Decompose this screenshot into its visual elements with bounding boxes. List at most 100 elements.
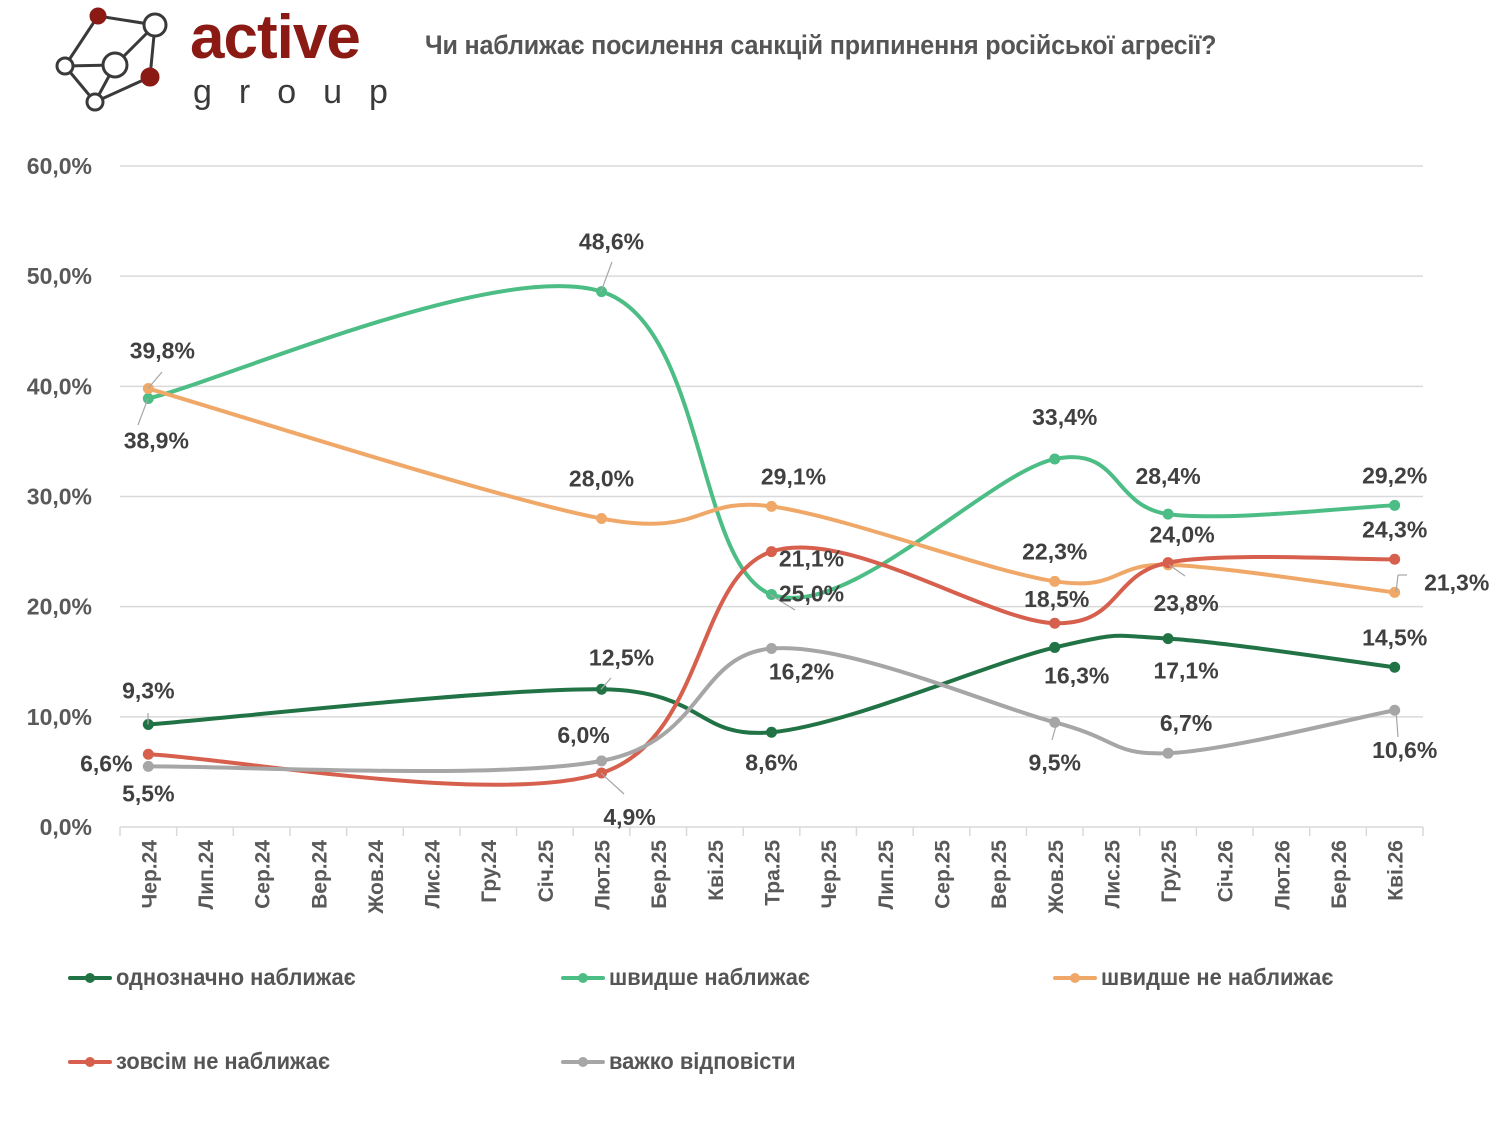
legend-label: однозначно наближає: [116, 964, 356, 990]
y-tick-label: 20,0%: [27, 594, 92, 620]
legend-label: важко відповісти: [609, 1048, 796, 1074]
data-label: 33,4%: [1032, 404, 1097, 430]
active-group-logo: active group: [55, 5, 400, 112]
data-label: 10,6%: [1372, 737, 1437, 763]
data-point-series-4[interactable]: [1049, 716, 1061, 728]
legend-item-definitely-approaches[interactable]: однозначно наближає: [68, 964, 368, 991]
y-tick-label: 60,0%: [27, 153, 92, 179]
logo-brand-sub: group: [193, 73, 400, 111]
data-label: 9,5%: [1029, 749, 1081, 775]
series-lines: [142, 284, 1401, 787]
data-label: 39,8%: [130, 338, 195, 364]
legend-label: швидше не наближає: [1101, 964, 1334, 990]
data-label: 5,5%: [122, 780, 174, 806]
data-label: 21,1%: [779, 546, 844, 572]
legend-line-marker-icon: [561, 968, 605, 988]
label-leader-line: [1395, 710, 1399, 738]
x-tick-label: Лют.26: [1271, 840, 1294, 910]
data-point-series-3[interactable]: [1389, 553, 1401, 565]
x-axis: Чер.24 Лип.24 Сер.24 Вер.24 Жов.24 Лис.24 Гру.…: [119, 826, 1424, 915]
label-leader-line: [769, 594, 796, 611]
data-label: 28,0%: [569, 466, 634, 492]
legend-item-not-at-all[interactable]: зовсім не наближає: [68, 1048, 341, 1075]
x-tick-label: Вер.25: [988, 840, 1011, 909]
x-tick-label: Бер.25: [648, 840, 671, 909]
label-leader-line: [1395, 574, 1399, 593]
data-label: 9,3%: [122, 678, 174, 704]
data-point-series-4[interactable]: [1389, 704, 1401, 716]
data-point-series-0[interactable]: [766, 726, 777, 738]
data-label: 38,9%: [124, 427, 189, 453]
x-tick-label: Лют.25: [592, 840, 615, 910]
data-label: 16,2%: [769, 659, 834, 685]
data-point-series-3[interactable]: [142, 748, 154, 760]
legend-label: зовсім не наближає: [116, 1048, 331, 1074]
data-point-series-0[interactable]: [1389, 661, 1401, 673]
x-tick-label: Лис.24: [422, 840, 445, 909]
x-tick-label: Сер.24: [252, 840, 275, 909]
series-line-2: [146, 386, 1397, 595]
data-point-series-2[interactable]: [766, 500, 777, 512]
y-tick-label: 40,0%: [27, 373, 92, 399]
data-point-series-4[interactable]: [142, 760, 154, 772]
x-tick-label: Кві.26: [1385, 840, 1408, 901]
x-tick-label: Жов.25: [1045, 840, 1068, 915]
data-label: 18,5%: [1024, 586, 1089, 612]
data-label: 25,0%: [779, 581, 844, 607]
x-tick-label: Лис.25: [1101, 840, 1124, 909]
data-label: 24,0%: [1149, 522, 1214, 548]
data-point-series-2[interactable]: [1389, 586, 1401, 598]
data-label: 12,5%: [589, 644, 654, 670]
series-line-0: [146, 633, 1397, 735]
data-label: 6,6%: [80, 750, 132, 776]
y-tick-label: 10,0%: [27, 704, 92, 730]
y-axis-ticks: 0,0% 10,0% 20,0% 30,0% 40,0% 50,0% 60,0%: [27, 153, 92, 840]
label-leader-line: [1168, 564, 1186, 577]
data-point-series-4[interactable]: [1162, 747, 1174, 759]
legend-line-marker-icon: [561, 1052, 605, 1072]
data-point-series-1[interactable]: [142, 392, 154, 404]
data-label: 29,1%: [761, 463, 826, 489]
label-leader-line: [1051, 722, 1058, 741]
data-point-series-2[interactable]: [1049, 575, 1061, 587]
x-tick-label: Кві.25: [705, 840, 728, 901]
data-point-series-1[interactable]: [1162, 508, 1174, 520]
x-tick-label: Жов.24: [365, 840, 388, 915]
network-nodes-icon: [55, 7, 168, 112]
data-label: 21,3%: [1424, 569, 1489, 595]
data-point-series-0[interactable]: [1049, 641, 1061, 653]
x-tick-label: Чер.25: [818, 840, 841, 909]
label-leader-line: [137, 398, 149, 426]
x-tick-label: Сер.25: [931, 840, 954, 909]
series-line-3: [146, 545, 1397, 787]
label-leader-lines: [137, 261, 1407, 795]
legend-item-rather-not-approaches[interactable]: швидше не наближає: [1053, 964, 1346, 991]
data-label: 6,7%: [1160, 710, 1212, 736]
data-point-series-1[interactable]: [1049, 453, 1061, 465]
data-point-series-3[interactable]: [766, 546, 777, 558]
x-tick-label: Лип.25: [875, 840, 898, 910]
label-leader-line: [600, 677, 612, 690]
gridlines: [120, 165, 1423, 718]
legend-item-rather-approaches[interactable]: швидше наближає: [561, 964, 821, 991]
chart-title: Чи наближає посилення санкцій припинення…: [425, 30, 1217, 60]
data-point-series-1[interactable]: [1389, 499, 1401, 511]
legend-item-hard-to-say[interactable]: важко відповісти: [561, 1048, 805, 1075]
x-tick-label: Січ.26: [1215, 840, 1238, 902]
x-tick-label: Гру.25: [1158, 840, 1181, 903]
data-point-series-4[interactable]: [596, 755, 608, 767]
data-point-series-0[interactable]: [1162, 633, 1174, 645]
series-line-4: [146, 646, 1397, 774]
logo-brand-word: active: [190, 5, 360, 72]
data-labels: 9,3% 12,5% 8,6% 16,3% 17,1% 14,5% 38,9% 48,6% 21…: [80, 229, 1489, 830]
data-label: 48,6%: [579, 229, 644, 255]
data-point-series-2[interactable]: [596, 513, 608, 525]
x-tick-label: Чер.24: [138, 840, 161, 909]
data-point-series-3[interactable]: [1049, 617, 1061, 629]
x-tick-label: Гру.24: [478, 840, 501, 903]
legend-line-marker-icon: [1053, 968, 1097, 988]
data-point-series-4[interactable]: [766, 643, 777, 655]
data-label: 8,6%: [745, 749, 797, 775]
